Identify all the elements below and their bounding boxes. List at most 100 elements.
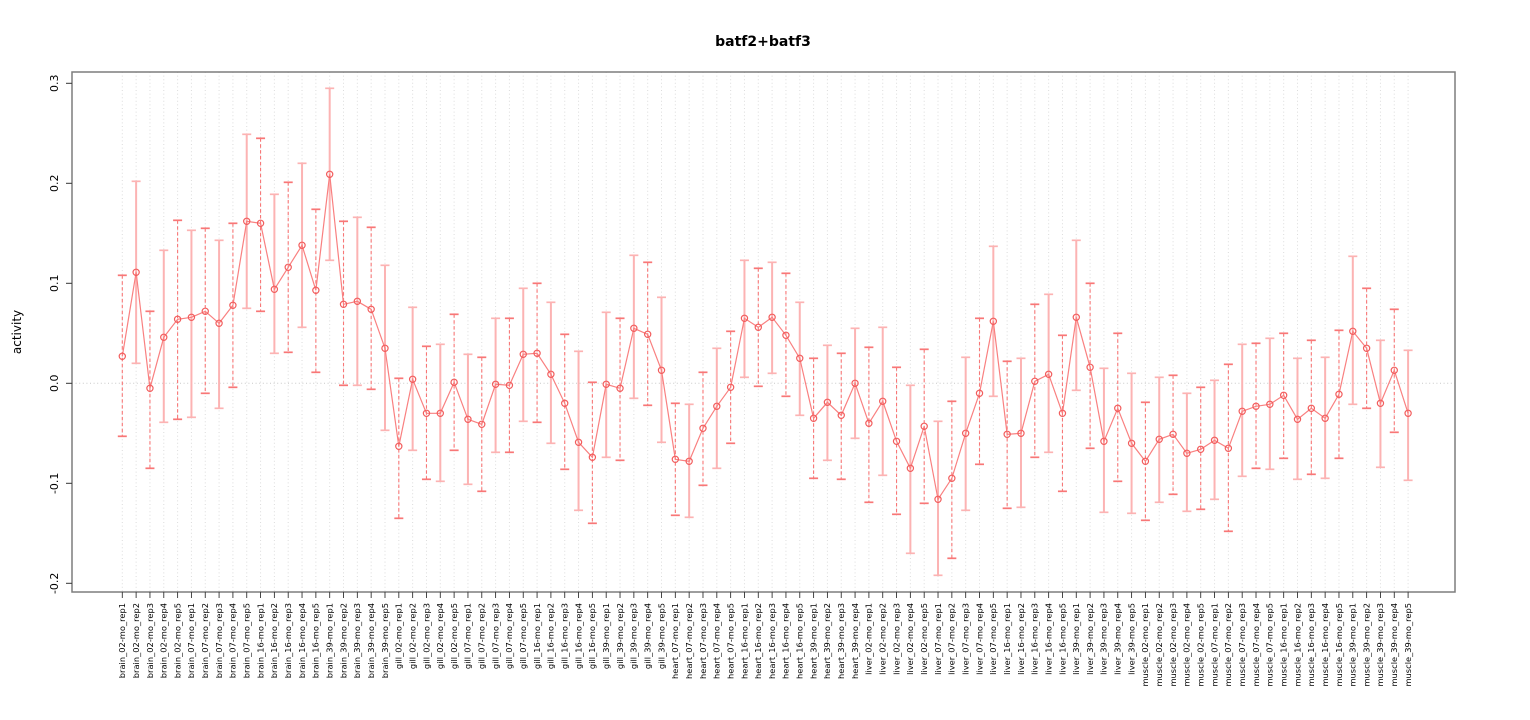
x-tick-label: liver_07-mo_rep3	[960, 603, 970, 675]
x-tick-label: gill_02-mo_rep5	[449, 603, 459, 669]
data-point	[395, 442, 403, 450]
x-tick-label: brain_07-mo_rep5	[242, 603, 252, 678]
x-tick-label: brain_16-mo_rep1	[255, 603, 265, 678]
data-point	[298, 241, 306, 249]
data-point	[630, 324, 638, 332]
data-point	[989, 317, 998, 325]
x-tick-label: muscle_07-mo_rep4	[1251, 603, 1261, 687]
data-point	[685, 457, 693, 465]
data-point	[1279, 391, 1288, 399]
data-point	[975, 389, 984, 397]
x-tick-label: gill_16-mo_rep4	[573, 603, 583, 669]
x-tick-label: muscle_16-mo_rep5	[1334, 603, 1344, 687]
data-point	[505, 381, 514, 389]
x-tick-label: brain_16-mo_rep2	[269, 603, 279, 678]
data-point	[906, 464, 915, 472]
x-tick-label: liver_39-mo_rep1	[1071, 603, 1081, 675]
data-point	[726, 383, 735, 391]
data-point	[243, 217, 251, 225]
x-tick-label: heart_39-mo_rep2	[822, 603, 832, 679]
y-tick-label: -0.2	[48, 573, 61, 594]
data-point	[367, 305, 375, 313]
data-point	[699, 424, 707, 432]
data-point	[754, 323, 762, 331]
data-point	[1044, 370, 1053, 378]
data-point	[588, 453, 597, 461]
x-tick-label: brain_07-mo_rep3	[214, 603, 224, 678]
x-tick-label: brain_02-mo_rep1	[117, 603, 127, 678]
data-point	[1003, 430, 1011, 438]
x-tick-label: brain_39-mo_rep3	[352, 603, 362, 678]
data-point	[1238, 407, 1246, 415]
x-tick-label: heart_16-mo_rep1	[739, 603, 749, 679]
data-point	[1017, 429, 1025, 437]
x-tick-label: muscle_07-mo_rep5	[1265, 603, 1275, 687]
x-tick-label: brain_16-mo_rep3	[283, 603, 293, 678]
data-point	[1321, 414, 1329, 422]
x-tick-label: muscle_16-mo_rep4	[1320, 603, 1330, 687]
x-tick-label: muscle_07-mo_rep3	[1237, 603, 1247, 687]
series-line	[121, 174, 1409, 501]
x-tick-label: brain_02-mo_rep4	[159, 603, 169, 678]
data-point	[616, 384, 624, 392]
x-tick-label: brain_16-mo_rep4	[297, 603, 307, 678]
x-tick-label: brain_39-mo_rep5	[380, 603, 390, 678]
x-tick-label: muscle_02-mo_rep2	[1154, 603, 1164, 687]
x-tick-label: heart_16-mo_rep4	[781, 603, 791, 679]
x-tick-label: heart_16-mo_rep5	[795, 603, 805, 679]
data-point	[325, 170, 334, 178]
x-tick-label: heart_07-mo_rep4	[712, 603, 722, 679]
data-point	[464, 415, 472, 423]
x-tick-label: liver_02-mo_rep5	[919, 603, 929, 675]
data-point	[1335, 390, 1343, 398]
data-point	[782, 331, 790, 339]
x-tick-label: brain_02-mo_rep5	[172, 603, 182, 678]
data-point	[823, 398, 832, 406]
data-point	[657, 366, 666, 374]
x-tick-label: brain_02-mo_rep3	[145, 603, 155, 678]
data-point	[671, 455, 680, 463]
data-point	[837, 411, 845, 419]
data-point	[713, 402, 721, 410]
x-tick-label: gill_02-mo_rep4	[435, 603, 445, 669]
data-point	[284, 263, 292, 271]
data-point	[602, 380, 610, 388]
y-tick-label: -0.1	[48, 473, 61, 494]
data-point	[160, 333, 168, 341]
x-tick-label: liver_16-mo_rep2	[1016, 603, 1026, 675]
data-point	[491, 380, 500, 388]
x-tick-label: liver_16-mo_rep1	[1002, 603, 1012, 675]
x-tick-label: muscle_39-mo_rep2	[1361, 603, 1371, 687]
data-point	[1183, 449, 1191, 457]
x-tick-label: liver_07-mo_rep2	[947, 603, 957, 675]
x-tick-label: gill_39-mo_rep5	[656, 603, 666, 669]
x-tick-label: liver_16-mo_rep3	[1030, 603, 1040, 675]
x-tick-label: gill_07-mo_rep2	[477, 603, 487, 669]
x-tick-label: heart_07-mo_rep2	[684, 603, 694, 679]
data-point	[1114, 404, 1122, 412]
x-tick-label: muscle_39-mo_rep1	[1348, 603, 1358, 687]
data-point	[1404, 409, 1412, 417]
x-tick-label: muscle_16-mo_rep2	[1292, 603, 1302, 687]
data-point	[1127, 439, 1136, 447]
data-point	[809, 414, 818, 422]
data-point	[1252, 402, 1260, 410]
y-tick-label: 0.2	[48, 175, 61, 193]
x-tick-label: gill_39-mo_rep3	[629, 603, 639, 669]
data-point	[1224, 444, 1233, 452]
x-tick-label: muscle_07-mo_rep1	[1209, 603, 1219, 687]
x-tick-label: liver_39-mo_rep5	[1126, 603, 1136, 675]
y-axis-label: activity	[10, 310, 24, 354]
data-point	[436, 409, 444, 417]
data-point	[574, 438, 583, 446]
x-tick-label: heart_07-mo_rep5	[725, 603, 735, 679]
data-point	[1141, 457, 1150, 465]
x-tick-label: heart_39-mo_rep3	[836, 603, 846, 679]
x-tick-label: heart_39-mo_rep1	[808, 603, 818, 679]
data-point	[118, 352, 127, 360]
x-tick-label: heart_07-mo_rep3	[698, 603, 708, 679]
x-tick-label: gill_02-mo_rep3	[421, 603, 431, 669]
data-point	[173, 315, 182, 323]
x-tick-label: gill_07-mo_rep3	[490, 603, 500, 669]
